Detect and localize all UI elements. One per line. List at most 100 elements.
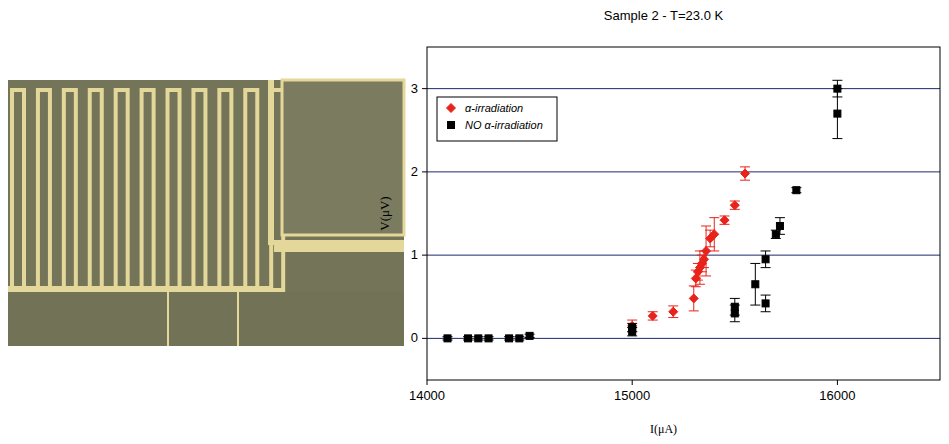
error-bar — [627, 323, 637, 331]
grid-line — [427, 255, 940, 256]
photo-pad — [8, 292, 404, 346]
meander-loop — [38, 90, 50, 290]
photo-ground — [8, 80, 404, 346]
error-cap — [761, 250, 771, 251]
point — [731, 303, 738, 310]
data-group — [443, 80, 843, 342]
y-tick-label: 2 — [411, 164, 418, 179]
point — [444, 335, 451, 342]
point — [465, 335, 472, 342]
error-cap — [730, 321, 740, 322]
y-tick — [422, 171, 427, 172]
error-bar — [720, 216, 730, 224]
x-tick-label: 14000 — [409, 388, 445, 403]
error-bar — [740, 167, 750, 180]
point — [702, 246, 711, 255]
meander-bar — [8, 286, 273, 292]
meander-loop — [245, 90, 257, 290]
y-tick-label: 0 — [411, 330, 418, 345]
point — [762, 300, 769, 307]
point — [834, 110, 841, 117]
y-tick — [422, 255, 427, 256]
meander-loop — [64, 90, 76, 290]
point — [485, 335, 492, 342]
x-tick — [837, 380, 838, 385]
point — [793, 187, 800, 194]
legend-marker — [448, 122, 455, 129]
error-bar — [730, 298, 740, 315]
point — [475, 335, 482, 342]
point — [669, 307, 678, 316]
y-tick-label: 3 — [411, 81, 418, 96]
point — [834, 85, 841, 92]
error-bar — [709, 218, 719, 251]
error-cap — [775, 234, 785, 235]
legend-marker — [447, 104, 456, 113]
y-tick-label: 1 — [411, 247, 418, 262]
error-cap — [761, 295, 771, 296]
error-cap — [775, 217, 785, 218]
plot-frame — [427, 47, 940, 380]
point — [689, 294, 698, 303]
error-cap — [740, 180, 750, 181]
legend-label: NO α-irradiation — [465, 119, 543, 131]
meander-loop — [219, 90, 231, 290]
point — [762, 256, 769, 263]
error-cap — [689, 310, 699, 311]
error-bar — [627, 320, 637, 332]
contact-pad — [282, 80, 404, 235]
error-cap — [668, 317, 678, 318]
chart-title: Sample 2 - T=23.0 K — [604, 8, 724, 23]
error-cap — [705, 246, 715, 247]
error-cap — [832, 80, 842, 81]
error-cap — [699, 267, 709, 268]
error-bar — [750, 263, 760, 305]
error-cap — [832, 96, 842, 97]
error-cap — [701, 225, 711, 226]
photo-line — [167, 292, 169, 346]
error-cap — [701, 275, 711, 276]
error-cap — [668, 305, 678, 306]
point — [741, 169, 750, 178]
x-tick — [632, 380, 633, 385]
error-cap — [750, 305, 760, 306]
meander-loop — [116, 90, 128, 290]
legend-label: α-irradiation — [465, 102, 523, 114]
error-cap — [709, 250, 719, 251]
error-cap — [761, 267, 771, 268]
meander-loop — [168, 90, 180, 290]
point — [516, 335, 523, 342]
micrograph — [8, 80, 404, 346]
point — [720, 216, 729, 225]
error-cap — [693, 280, 703, 281]
point — [648, 311, 657, 320]
error-bar — [689, 286, 699, 311]
y-tick — [422, 338, 427, 339]
error-cap — [730, 315, 740, 316]
point — [776, 222, 783, 229]
meander-loop — [142, 90, 154, 290]
error-bar — [775, 218, 785, 235]
meander-loop — [12, 90, 24, 290]
point — [506, 335, 513, 342]
error-cap — [627, 320, 637, 321]
x-tick-label: 16000 — [819, 388, 855, 403]
error-bar — [730, 201, 740, 209]
error-cap — [691, 286, 701, 287]
meander-loop — [193, 90, 205, 290]
point — [752, 281, 759, 288]
error-bar — [648, 312, 658, 320]
error-bar — [761, 295, 771, 312]
x-axis-title: I(μA) — [650, 422, 677, 436]
point — [526, 332, 533, 339]
error-cap — [709, 217, 719, 218]
error-cap — [832, 138, 842, 139]
error-cap — [761, 311, 771, 312]
point — [730, 201, 739, 210]
photo-tint — [8, 80, 404, 346]
plot-area — [427, 47, 940, 380]
error-bar — [668, 306, 678, 318]
page: 0123140001500016000Sample 2 - T=23.0 KI(… — [0, 0, 949, 444]
grid-line — [427, 338, 940, 339]
error-cap — [730, 298, 740, 299]
